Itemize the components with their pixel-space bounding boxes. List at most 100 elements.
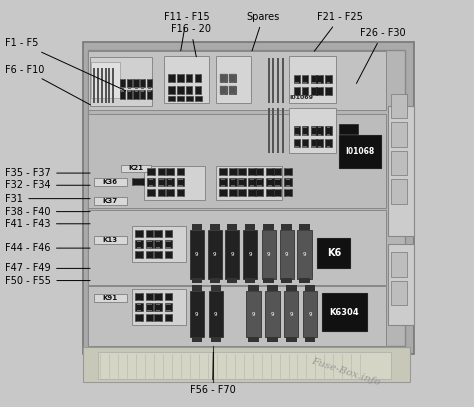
Bar (250, 189, 255, 190)
Bar (149, 196, 153, 197)
Bar (135, 185, 142, 186)
Bar (177, 86, 183, 94)
Bar (305, 337, 316, 342)
Bar (286, 179, 290, 180)
Bar (325, 74, 331, 83)
Bar (156, 258, 160, 259)
Bar (312, 94, 316, 96)
Bar (91, 57, 152, 106)
Bar (209, 291, 223, 337)
Text: F11 - F15: F11 - F15 (164, 12, 210, 51)
Bar (168, 96, 174, 101)
Bar (196, 94, 200, 95)
Text: F32 - F34: F32 - F34 (5, 180, 90, 190)
Bar (267, 337, 278, 342)
Bar (147, 241, 152, 242)
Bar (231, 168, 236, 169)
Bar (164, 303, 172, 311)
Bar (318, 147, 321, 148)
Bar (121, 98, 124, 100)
Bar (275, 168, 280, 169)
Bar (105, 68, 107, 103)
Bar (157, 178, 165, 186)
Bar (268, 189, 273, 190)
Bar (146, 303, 154, 311)
Bar (155, 293, 162, 300)
Bar (282, 278, 292, 283)
Bar (327, 134, 330, 136)
Bar (176, 189, 184, 196)
Text: F16 - 20: F16 - 20 (171, 24, 211, 57)
Bar (239, 196, 244, 197)
Bar (147, 300, 152, 301)
Bar (391, 94, 407, 118)
Bar (179, 81, 182, 83)
Bar (147, 247, 152, 249)
Bar (196, 86, 200, 88)
Text: F35 - F37: F35 - F37 (5, 168, 90, 178)
Bar (159, 175, 164, 176)
Bar (164, 230, 172, 237)
Bar (286, 196, 290, 197)
Bar (156, 304, 160, 305)
Bar (222, 94, 225, 95)
Bar (147, 168, 155, 175)
Bar (140, 79, 146, 88)
Bar (137, 247, 141, 249)
Bar (147, 304, 152, 305)
Bar (303, 75, 307, 76)
Bar (140, 90, 146, 99)
Bar (243, 230, 257, 278)
Bar (170, 81, 173, 83)
Bar (120, 90, 126, 99)
Bar (147, 251, 152, 252)
Text: 9: 9 (213, 252, 217, 257)
Bar (286, 337, 297, 342)
Bar (127, 90, 132, 99)
Bar (147, 79, 152, 88)
Bar (128, 90, 131, 92)
Bar (216, 166, 282, 200)
Bar (170, 101, 173, 102)
Bar (257, 179, 262, 180)
Bar (137, 258, 141, 259)
Text: F41 - F43: F41 - F43 (5, 219, 90, 229)
Bar (101, 68, 103, 103)
Bar (132, 178, 144, 185)
Bar (282, 58, 284, 103)
Bar (149, 168, 153, 169)
Bar (166, 293, 171, 294)
Bar (305, 285, 316, 291)
Bar (274, 168, 282, 175)
Bar (156, 241, 160, 242)
Text: K6304: K6304 (330, 308, 359, 317)
Bar (295, 134, 299, 136)
Bar (155, 314, 162, 321)
Bar (300, 224, 310, 230)
Bar (298, 230, 312, 278)
Bar (295, 87, 299, 88)
Bar (156, 321, 160, 322)
Bar (231, 175, 236, 176)
Bar (312, 87, 316, 88)
Bar (88, 286, 386, 346)
Bar (83, 42, 414, 354)
Bar (327, 94, 330, 96)
Bar (155, 251, 162, 258)
Text: 9: 9 (214, 312, 218, 317)
Bar (137, 304, 141, 305)
Bar (295, 139, 299, 140)
Text: K37: K37 (103, 198, 118, 204)
Text: F31: F31 (5, 194, 90, 204)
Text: I01068: I01068 (345, 147, 374, 156)
Bar (248, 189, 256, 196)
Bar (147, 314, 152, 315)
Bar (166, 168, 173, 175)
Bar (168, 74, 174, 82)
Bar (197, 96, 201, 97)
Bar (311, 74, 317, 83)
Bar (295, 82, 299, 83)
Bar (137, 321, 141, 322)
Bar (146, 293, 154, 300)
Bar (166, 247, 171, 249)
